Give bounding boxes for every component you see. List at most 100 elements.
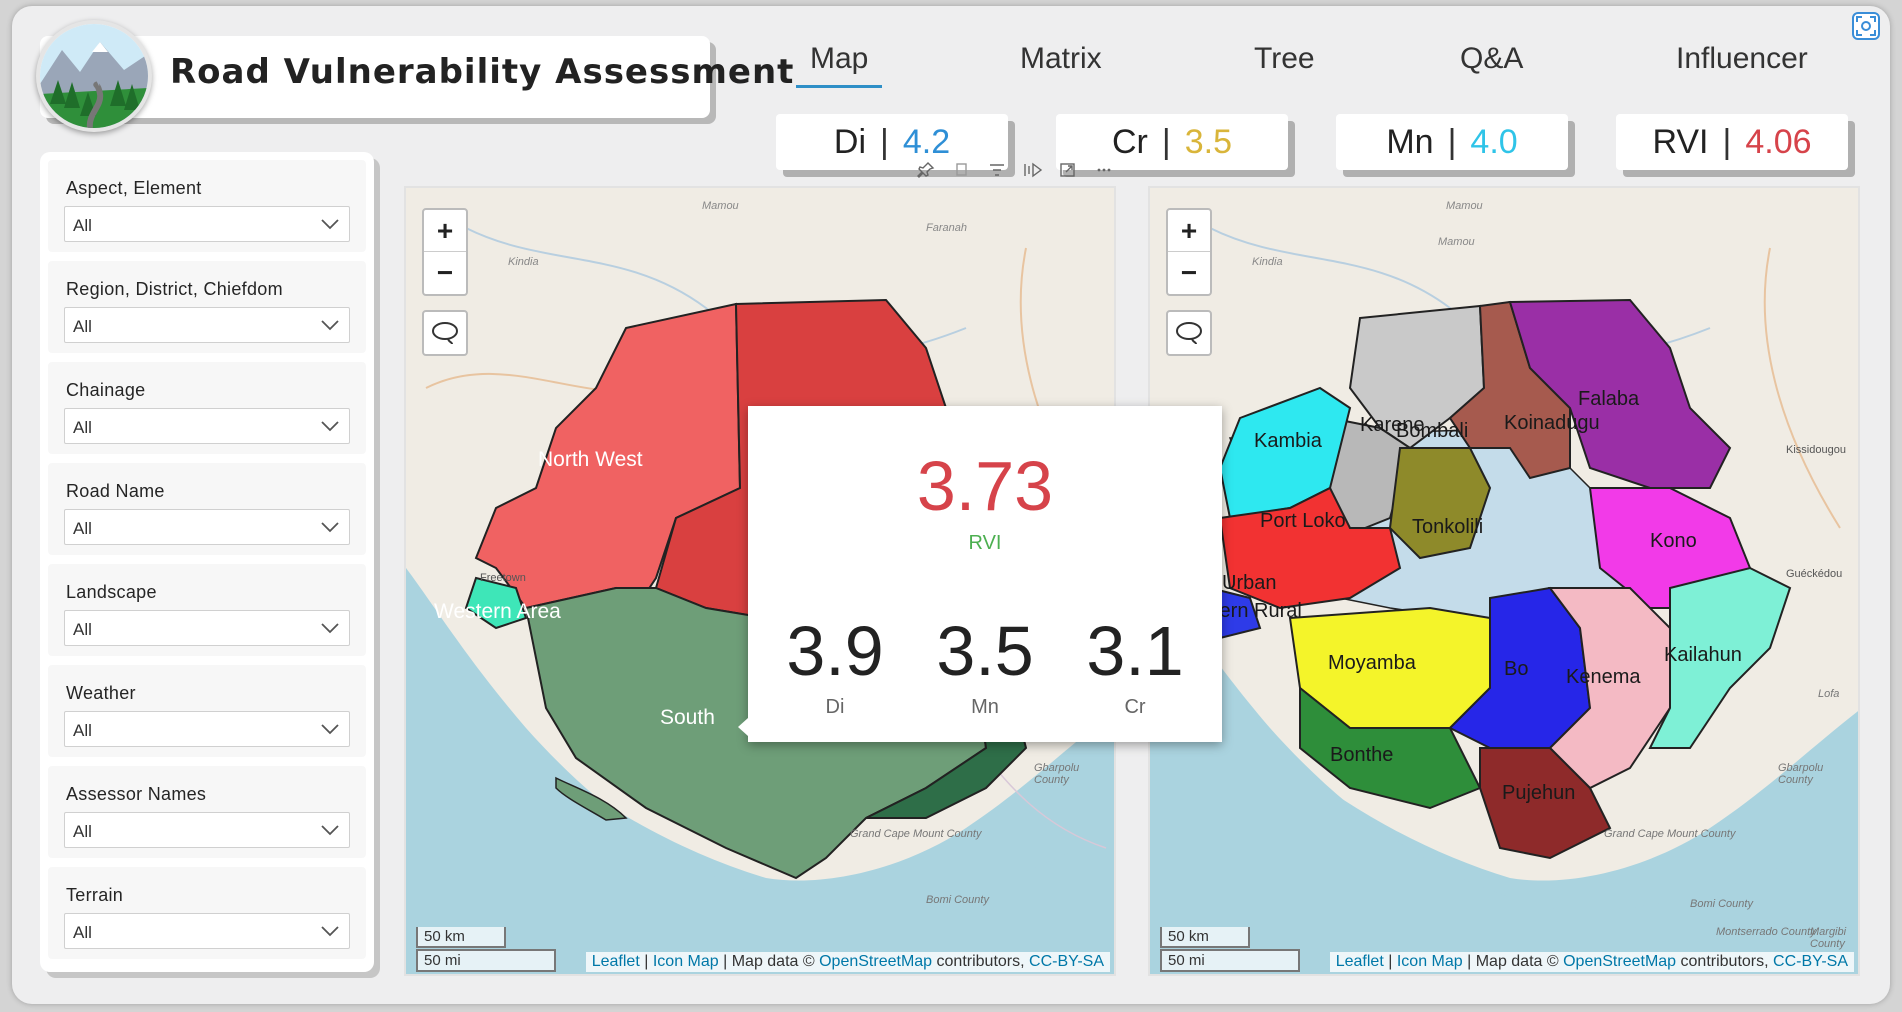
copy-icon[interactable] [949,158,973,182]
zoom-out-button[interactable]: − [436,257,454,288]
chevron-down-icon [321,724,339,735]
kpi-cr-card: Cr | 3.5 [1056,114,1288,170]
slicer-label: Aspect, Element [66,178,202,198]
slicer-dropdown[interactable]: All [64,509,350,545]
filter-panel: Aspect, Element All Region, District, Ch… [40,152,374,972]
osm-link[interactable]: OpenStreetMap [1563,953,1677,970]
slicer-label: Landscape [66,582,157,602]
slicer-value: All [73,923,92,942]
scale-mi: 50 mi [416,949,556,972]
more-options-icon[interactable] [1092,158,1116,182]
slicer-label: Terrain [66,885,124,905]
slicer-dropdown[interactable]: All [64,610,350,646]
spotlight-icon[interactable] [1021,158,1045,182]
iconmap-link[interactable]: Icon Map [652,953,719,970]
place-label: Gbarpolu County [1778,762,1824,786]
expand-icon[interactable] [1056,158,1080,182]
osm-link[interactable]: OpenStreetMap [819,953,933,970]
slicer-dropdown[interactable]: All [64,711,350,747]
region-label-south: South [660,706,715,729]
slicer-value: All [73,519,92,538]
lasso-select-icon[interactable] [1166,310,1212,356]
slicer-landscape: Landscape All [48,564,366,656]
district-label-kono: Kono [1650,530,1697,552]
tooltip-pointer [738,718,748,736]
tab-matrix[interactable]: Matrix [1020,42,1102,75]
slicer-dropdown[interactable]: All [64,408,350,444]
place-label: Freetown [480,572,526,584]
slicer-label: Chainage [66,380,146,400]
pin-icon[interactable] [914,158,938,182]
kpi-name: Di [833,122,866,161]
tab-map[interactable]: Map [795,42,883,88]
zoom-out-button[interactable]: − [1180,257,1198,288]
slicer-value: All [73,822,92,841]
kpi-value: 4.06 [1745,122,1812,161]
slicer-road-name: Road Name All [48,463,366,555]
chevron-down-icon [321,522,339,533]
tab-tree[interactable]: Tree [1254,42,1315,75]
zoom-in-button[interactable]: + [424,210,466,252]
kpi-mn-card: Mn | 4.0 [1336,114,1568,170]
district-label-bo: Bo [1504,658,1529,680]
place-label: Bomi County [1690,898,1753,910]
leaflet-link[interactable]: Leaflet [1335,953,1384,970]
attrib-text: | Map data © [723,953,815,970]
slicer-label: Region, District, Chiefdom [66,279,283,299]
zoom-in-button[interactable]: + [1168,210,1210,252]
iconmap-link[interactable]: Icon Map [1396,953,1463,970]
district-label-tonkolili: Tonkolili [1412,516,1484,538]
kpi-value: 4.0 [1470,122,1518,161]
district-label-moyamba: Moyamba [1328,652,1416,674]
district-label-falaba: Falaba [1578,388,1640,410]
filter-icon[interactable] [985,158,1009,182]
place-label: Lofa [1818,688,1840,700]
tooltip-stat-label: Mn [971,696,999,718]
slicer-region-district-chiefdom: Region, District, Chiefdom All [48,261,366,353]
chevron-down-icon [321,825,339,836]
district-label-pujehun: Pujehun [1502,782,1576,804]
kpi-rvi-card: RVI | 4.06 [1616,114,1848,170]
place-label: Grand Cape Mount County [850,828,982,840]
district-label-bonthe: Bonthe [1330,744,1394,766]
slicer-label: Weather [66,683,136,703]
region-label-north-west: North West [538,448,643,471]
slicer-value: All [73,418,92,437]
leaflet-link[interactable]: Leaflet [591,953,640,970]
slicer-label: Road Name [66,481,165,501]
license-link[interactable]: CC-BY-SA [1773,953,1848,970]
kpi-value: 3.5 [1184,122,1232,161]
map-attribution: Leaflet | Icon Map | Map data © OpenStre… [585,952,1110,972]
slicer-dropdown[interactable]: All [64,307,350,343]
tab-influencer[interactable]: Influencer [1676,42,1808,75]
map-basemap [1150,188,1858,974]
visual-header-toolbar [908,156,1122,184]
slicer-dropdown[interactable]: All [64,206,350,242]
tooltip-stat-cr: 3.1 Cr [1060,616,1210,719]
attrib-text: contributors, [1680,953,1769,970]
slicer-dropdown[interactable]: All [64,913,350,949]
place-label: Gbarpolu County [1034,762,1080,786]
license-link[interactable]: CC-BY-SA [1029,953,1104,970]
lasso-select-icon[interactable] [422,310,468,356]
district-map[interactable]: Kambia Karene Bombali Koinadugu Falaba P… [1148,186,1860,976]
scale-mi: 50 mi [1160,949,1300,972]
place-label: Mamou [1446,200,1483,212]
kpi-name: Cr [1112,122,1148,161]
place-label: Grand Cape Mount County [1604,828,1736,840]
place-label: Mamou [1438,236,1475,248]
map-tooltip: 3.73 RVI 3.9 Di 3.5 Mn 3.1 Cr [738,406,1222,742]
tooltip-rvi-value: 3.73 [916,447,1054,525]
slicer-dropdown[interactable]: All [64,812,350,848]
district-label-koinadugu: Koinadugu [1504,412,1600,434]
tooltip-stat-value: 3.9 [786,612,884,690]
district-label-kailahun: Kailahun [1664,644,1742,666]
tooltip-stat-label: Cr [1124,696,1146,718]
focus-mode-icon[interactable] [1852,12,1880,40]
tab-qa[interactable]: Q&A [1460,42,1524,75]
tooltip-stat-di: 3.9 Di [760,616,910,719]
tooltip-stat-value: 3.5 [936,612,1034,690]
tooltip-stat-label: Di [825,696,845,718]
district-label-karene: Karene [1360,414,1425,436]
attrib-sep: | [644,953,649,970]
